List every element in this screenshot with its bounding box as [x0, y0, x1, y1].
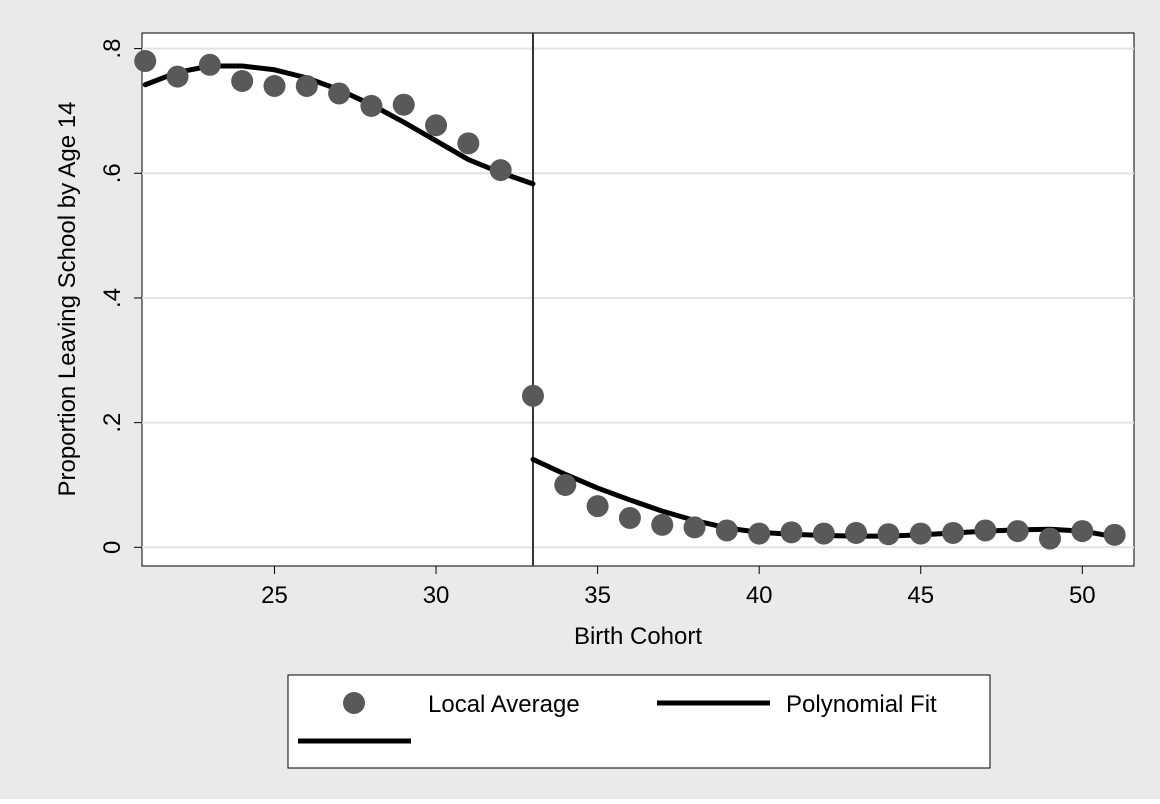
y-axis-title: Proportion Leaving School by Age 14: [54, 102, 81, 497]
data-point-local-average: [1038, 527, 1061, 550]
data-point-local-average: [845, 521, 868, 544]
data-point-local-average: [134, 50, 157, 73]
y-tick-label: .2: [99, 413, 126, 433]
data-point-local-average: [942, 521, 965, 544]
grid-layer: [142, 47, 1134, 549]
data-point-local-average: [198, 53, 221, 76]
x-tick-label: 50: [1069, 582, 1096, 609]
data-point-local-average: [715, 519, 738, 542]
data-point-local-average: [521, 384, 544, 407]
data-layer: [134, 33, 1126, 566]
data-point-local-average: [586, 495, 609, 518]
y-axis: 0 .2 .4 .6 .8: [99, 39, 142, 554]
plot-area: [141, 32, 1135, 567]
data-point-local-average: [683, 516, 706, 539]
data-point-local-average: [554, 473, 577, 496]
legend-marker-local-average: [343, 692, 365, 714]
legend-label-local-average: Local Average: [428, 691, 580, 718]
data-point-local-average: [974, 519, 997, 542]
data-point-local-average: [618, 506, 641, 529]
data-point-local-average: [909, 522, 932, 545]
data-point-local-average: [392, 93, 415, 116]
legend: Local Average Polynomial Fit: [287, 674, 991, 769]
x-tick-label: 25: [261, 582, 288, 609]
y-tick-label: .8: [99, 39, 126, 59]
data-point-local-average: [1103, 523, 1126, 546]
data-point-local-average: [812, 522, 835, 545]
data-point-local-average: [780, 521, 803, 544]
data-point-local-average: [748, 522, 771, 545]
data-point-local-average: [295, 74, 318, 97]
data-point-local-average: [328, 82, 351, 105]
data-point-local-average: [231, 70, 254, 93]
y-tick-label: .4: [99, 288, 126, 308]
x-tick-label: 45: [907, 582, 934, 609]
data-point-local-average: [263, 74, 286, 97]
x-tick-label: 40: [746, 582, 773, 609]
x-axis: 25 30 35 40 45 50: [261, 566, 1096, 609]
legend-label-polynomial-fit: Polynomial Fit: [786, 691, 937, 718]
x-tick-label: 35: [584, 582, 611, 609]
data-point-local-average: [425, 114, 448, 137]
data-point-local-average: [651, 513, 674, 536]
y-tick-label: .6: [99, 163, 126, 183]
x-axis-title: Birth Cohort: [574, 623, 702, 650]
data-point-local-average: [166, 65, 189, 88]
data-point-local-average: [489, 159, 512, 182]
data-point-local-average: [457, 132, 480, 155]
data-point-local-average: [360, 94, 383, 117]
data-point-local-average: [1006, 520, 1029, 543]
legend-box: [287, 674, 991, 769]
data-point-local-average: [877, 523, 900, 546]
x-tick-label: 30: [423, 582, 450, 609]
data-point-local-average: [1071, 520, 1094, 543]
y-tick-label: 0: [99, 541, 126, 554]
